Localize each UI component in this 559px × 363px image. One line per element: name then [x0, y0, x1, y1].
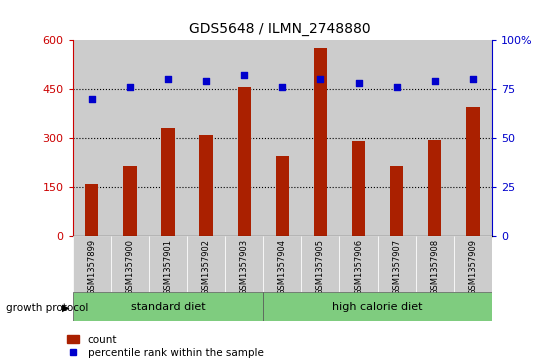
Bar [416, 40, 454, 236]
Bar [111, 236, 149, 292]
Bar [73, 236, 111, 292]
Point [163, 76, 172, 82]
Text: GSM1357902: GSM1357902 [202, 239, 211, 295]
Bar [187, 236, 225, 292]
Bar [416, 236, 454, 292]
Bar [263, 292, 492, 321]
Point [278, 84, 287, 90]
Text: standard diet: standard diet [131, 302, 205, 312]
Point [202, 78, 211, 84]
Bar [276, 156, 289, 236]
Point [430, 78, 439, 84]
Bar [73, 292, 263, 321]
Bar [377, 236, 416, 292]
Bar [238, 87, 251, 236]
Bar [352, 141, 365, 236]
Bar [466, 107, 480, 236]
Bar [390, 166, 403, 236]
Point [354, 80, 363, 86]
Point [87, 96, 96, 102]
Bar [85, 184, 98, 236]
Bar [339, 40, 377, 236]
Bar [301, 40, 339, 236]
Text: GSM1357908: GSM1357908 [430, 239, 439, 295]
Bar [225, 40, 263, 236]
Bar [149, 40, 187, 236]
Point [125, 84, 134, 90]
Text: GSM1357909: GSM1357909 [468, 239, 477, 295]
Bar [111, 40, 149, 236]
Text: ▶: ▶ [62, 303, 70, 313]
Bar [339, 236, 377, 292]
Text: GSM1357905: GSM1357905 [316, 239, 325, 295]
Text: GSM1357907: GSM1357907 [392, 239, 401, 295]
Bar [123, 166, 136, 236]
Text: GSM1357906: GSM1357906 [354, 239, 363, 295]
Text: GSM1357901: GSM1357901 [163, 239, 173, 295]
Bar [187, 40, 225, 236]
Bar [301, 236, 339, 292]
Bar [314, 48, 327, 236]
Point [468, 76, 477, 82]
Point [392, 84, 401, 90]
Bar [149, 236, 187, 292]
Bar [454, 40, 492, 236]
Bar [428, 140, 442, 236]
Bar [162, 128, 174, 236]
Bar [200, 135, 213, 236]
Text: GSM1357899: GSM1357899 [87, 239, 96, 295]
Bar [225, 236, 263, 292]
Text: GSM1357903: GSM1357903 [240, 239, 249, 295]
Bar [263, 40, 301, 236]
Text: GDS5648 / ILMN_2748880: GDS5648 / ILMN_2748880 [189, 22, 370, 36]
Bar [454, 236, 492, 292]
Point [240, 72, 249, 78]
Text: GSM1357900: GSM1357900 [125, 239, 134, 295]
Text: GSM1357904: GSM1357904 [278, 239, 287, 295]
Bar [263, 236, 301, 292]
Legend: count, percentile rank within the sample: count, percentile rank within the sample [67, 335, 263, 358]
Text: growth protocol: growth protocol [6, 303, 88, 313]
Bar [73, 40, 111, 236]
Text: high calorie diet: high calorie diet [333, 302, 423, 312]
Point [316, 76, 325, 82]
Bar [377, 40, 416, 236]
